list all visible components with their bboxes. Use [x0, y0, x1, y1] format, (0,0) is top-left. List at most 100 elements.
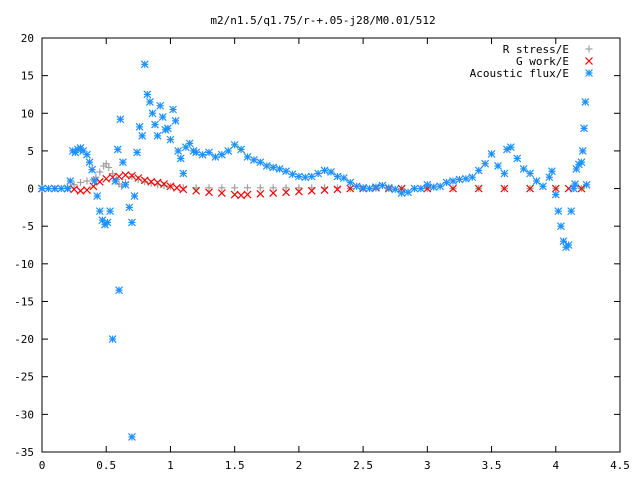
data-point [237, 145, 246, 154]
data-point [487, 149, 496, 158]
data-point [66, 177, 75, 185]
data-point [580, 124, 588, 133]
data-point [95, 207, 104, 216]
data-point [158, 113, 167, 121]
data-point [551, 184, 560, 193]
legend-label: Acoustic flux/E [470, 67, 569, 80]
data-point [145, 98, 154, 106]
data-point [217, 189, 226, 197]
data-point [506, 143, 515, 152]
data-point [359, 183, 368, 192]
data-point [397, 189, 406, 197]
data-point [115, 286, 123, 295]
data-point [171, 116, 180, 125]
plot-frame [41, 37, 621, 453]
data-point [294, 172, 303, 181]
data-point [429, 183, 438, 191]
data-point [513, 154, 522, 163]
data-point [103, 218, 112, 227]
data-point [63, 184, 72, 193]
data-point [89, 182, 98, 191]
data-point [256, 189, 265, 198]
data-point [205, 184, 213, 192]
data-point [121, 180, 130, 189]
data-point [211, 153, 220, 161]
data-point [333, 184, 341, 192]
legend-label: R stress/E [503, 43, 569, 56]
data-point [134, 174, 143, 182]
legend-marker [585, 57, 593, 65]
x-tick-label: 4 [552, 459, 559, 472]
data-point [140, 176, 149, 185]
data-point [564, 241, 573, 249]
y-tick-label: -20 [14, 333, 34, 346]
data-point [130, 192, 139, 200]
data-point [160, 182, 168, 190]
data-point [551, 190, 560, 199]
data-point [436, 182, 445, 191]
data-point [113, 145, 122, 154]
data-point [532, 177, 541, 185]
y-tick-label: 10 [21, 107, 34, 120]
data-point [138, 131, 147, 140]
data-point [143, 90, 152, 99]
data-point [156, 101, 165, 110]
data-point [365, 184, 374, 193]
data-point [140, 60, 149, 69]
data-point [135, 122, 144, 131]
data-point [148, 109, 157, 118]
data-point [567, 207, 576, 216]
data-point [333, 172, 342, 181]
data-point [256, 158, 265, 167]
data-point [83, 186, 91, 194]
y-tick-label: -25 [14, 371, 34, 384]
legend-marker [585, 45, 593, 53]
data-point [275, 165, 284, 173]
data-point [269, 163, 278, 172]
data-point [282, 184, 290, 192]
data-point [169, 105, 177, 114]
data-point [545, 173, 554, 182]
y-tick-label: -30 [14, 408, 34, 421]
data-point [166, 135, 175, 144]
x-tick-label: 1.5 [225, 459, 245, 472]
data-point [174, 146, 183, 155]
data-point [198, 150, 207, 159]
x-tick-label: 3 [424, 459, 431, 472]
data-point [102, 160, 110, 168]
data-point [269, 184, 277, 192]
data-point [391, 185, 400, 194]
data-point [500, 184, 509, 193]
data-point [111, 177, 120, 185]
data-point [320, 166, 329, 175]
y-tick-label: -35 [14, 446, 34, 459]
x-tick-label: 2.5 [353, 459, 373, 472]
legend-marker [585, 69, 593, 77]
data-point [243, 190, 252, 199]
data-point [333, 185, 342, 194]
data-point [569, 184, 578, 193]
data-point [526, 184, 535, 193]
data-point [282, 167, 290, 176]
data-point [231, 184, 239, 192]
data-point [577, 158, 586, 167]
data-point [582, 180, 591, 189]
data-point [571, 180, 579, 188]
data-point [346, 178, 355, 187]
data-point [230, 190, 239, 199]
data-point [410, 184, 419, 193]
data-point [384, 183, 393, 192]
data-point [125, 203, 134, 212]
chart-title: m2/n1.5/q1.75/r-+.05-j28/M0.01/512 [210, 14, 435, 27]
data-point [127, 433, 136, 441]
data-point [481, 159, 490, 168]
data-point [127, 171, 136, 180]
data-point [57, 184, 66, 193]
data-point [554, 207, 563, 216]
data-point [83, 177, 91, 185]
data-point [147, 177, 156, 186]
data-point [106, 207, 114, 216]
data-point [449, 184, 457, 193]
